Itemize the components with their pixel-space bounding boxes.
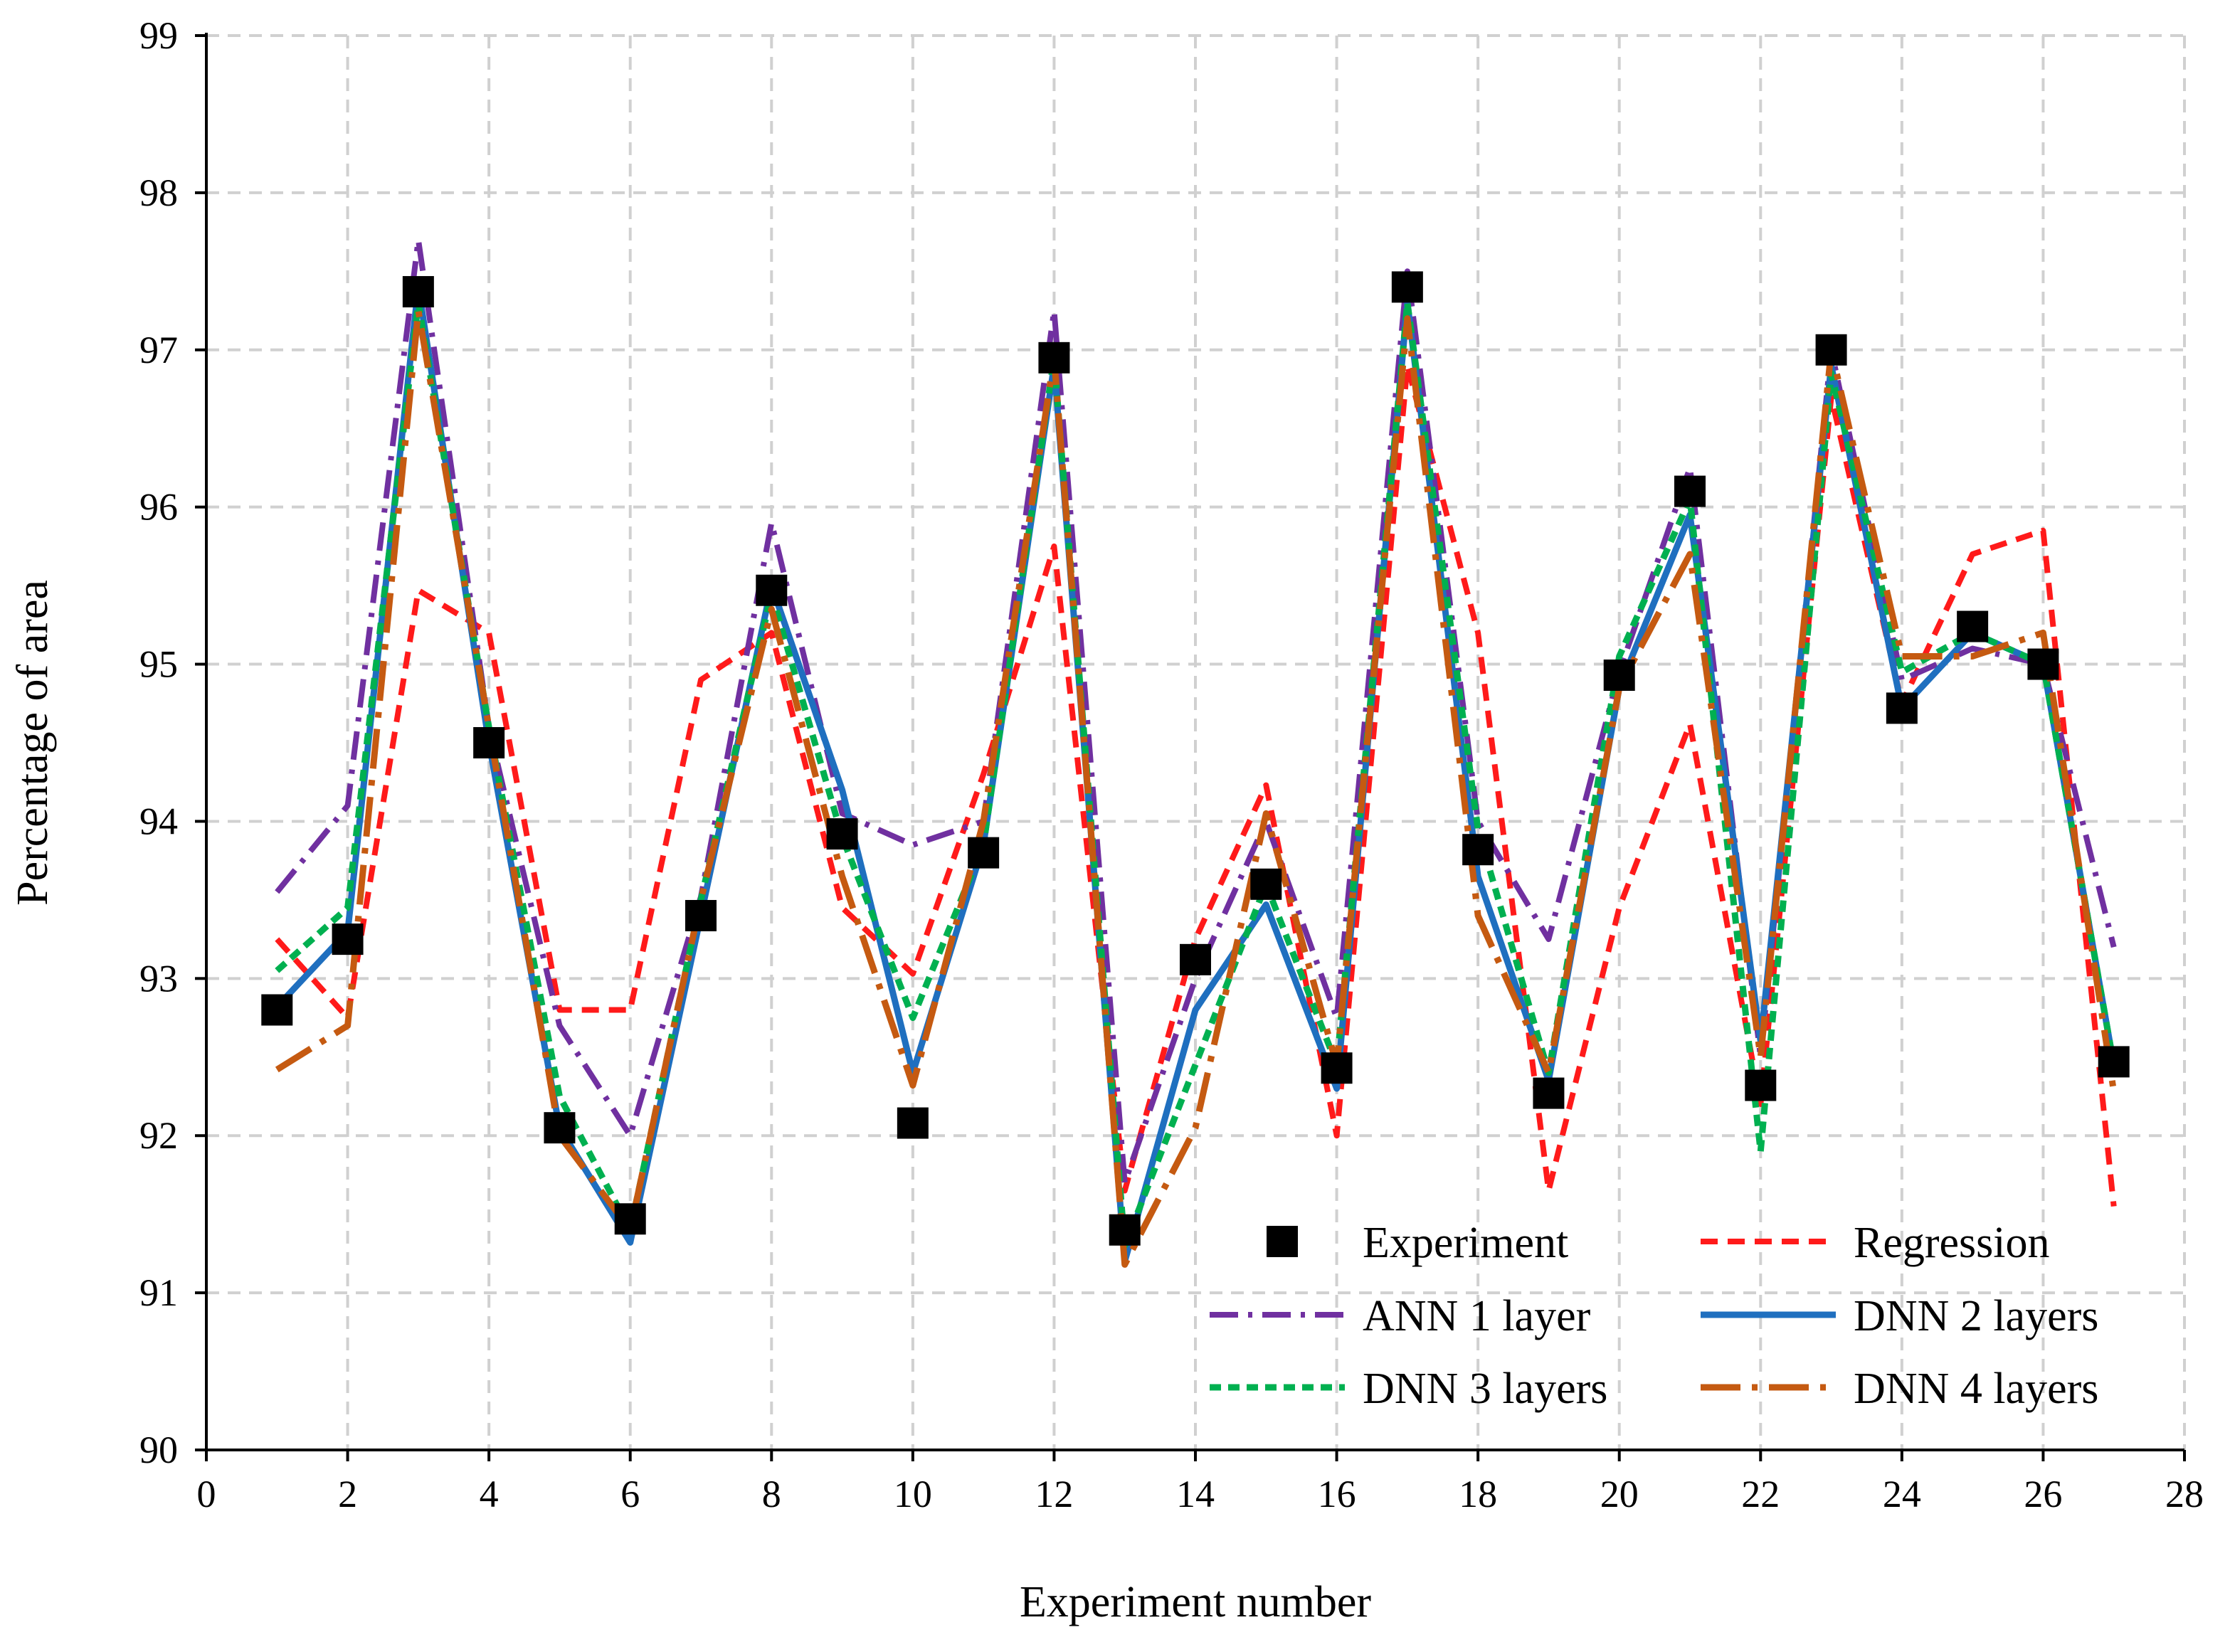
legend-label-dnn-3-layers: DNN 3 layers xyxy=(1363,1365,1607,1413)
y-tick-label: 94 xyxy=(139,800,178,842)
x-tick-label: 2 xyxy=(338,1473,357,1515)
series-dnn-3-layers xyxy=(275,300,2118,1249)
grid-lines xyxy=(206,34,2186,1450)
y-tick-label: 92 xyxy=(139,1114,178,1157)
experiment-point xyxy=(1321,1052,1353,1084)
experiment-point xyxy=(1957,610,1989,642)
experiment-point xyxy=(1674,475,1706,507)
x-tick-label: 26 xyxy=(2024,1473,2062,1515)
x-tick-label: 22 xyxy=(1741,1473,1780,1515)
experiment-point xyxy=(1250,868,1282,900)
y-tick-label: 97 xyxy=(139,329,178,371)
experiment-point xyxy=(1603,660,1635,692)
dnn-4-layers-line xyxy=(275,307,2118,1268)
y-tick-label: 93 xyxy=(139,957,178,1000)
legend-swatch-experiment xyxy=(1267,1226,1298,1257)
legend-item-ann-1-layer: ANN 1 layer xyxy=(1210,1292,1591,1340)
legend-label-dnn-2-layers: DNN 2 layers xyxy=(1854,1292,2098,1340)
experiment-point xyxy=(261,994,293,1026)
experiment-point xyxy=(897,1107,929,1139)
legend-item-dnn-4-layers: DNN 4 layers xyxy=(1701,1365,2098,1413)
experiment-point xyxy=(402,276,434,308)
x-tick-label: 20 xyxy=(1600,1473,1639,1515)
legend-item-regression: Regression xyxy=(1701,1219,2050,1267)
y-tick-label: 91 xyxy=(139,1271,178,1314)
x-tick-label: 14 xyxy=(1176,1473,1215,1515)
y-tick-label: 98 xyxy=(139,171,178,214)
legend-label-ann-1-layer: ANN 1 layer xyxy=(1363,1292,1591,1340)
y-tick-label: 90 xyxy=(139,1429,178,1471)
experiment-point xyxy=(1038,341,1070,374)
dnn-3-layers-line xyxy=(275,300,2118,1249)
y-axis-title: Percentage of area xyxy=(9,580,57,906)
experiment-point xyxy=(473,727,505,758)
experiment-point xyxy=(332,923,364,955)
x-tick-label: 18 xyxy=(1459,1473,1497,1515)
legend-item-experiment: Experiment xyxy=(1267,1219,1568,1267)
x-tick-label: 12 xyxy=(1035,1473,1073,1515)
experiment-point xyxy=(544,1112,576,1144)
legend-label-dnn-4-layers: DNN 4 layers xyxy=(1854,1365,2098,1413)
experiment-point xyxy=(1391,271,1423,303)
legend-item-dnn-3-layers: DNN 3 layers xyxy=(1210,1365,1607,1413)
experiment-point xyxy=(1815,334,1847,366)
experiment-point xyxy=(968,837,1000,869)
experiment-point xyxy=(2098,1046,2130,1078)
x-tick-label: 28 xyxy=(2165,1473,2204,1515)
y-tick-label: 96 xyxy=(139,486,178,529)
series-layer xyxy=(261,237,2130,1268)
series-dnn-4-layers xyxy=(275,307,2118,1268)
experiment-point xyxy=(1109,1214,1141,1246)
x-tick-label: 8 xyxy=(762,1473,781,1515)
series-regression xyxy=(275,362,2117,1207)
y-tick-label: 95 xyxy=(139,643,178,686)
y-tick-label: 99 xyxy=(139,14,178,57)
series-experiment xyxy=(261,271,2130,1246)
legend-item-dnn-2-layers: DNN 2 layers xyxy=(1701,1292,2098,1340)
x-tick-label: 16 xyxy=(1318,1473,1356,1515)
legend: Experiment Regression ANN 1 layer DNN 2 lay… xyxy=(1210,1219,2098,1413)
x-tick-label: 10 xyxy=(894,1473,932,1515)
x-tick-label: 24 xyxy=(1883,1473,1921,1515)
legend-label-regression: Regression xyxy=(1854,1219,2050,1267)
regression-line xyxy=(275,362,2117,1207)
experiment-point xyxy=(756,574,788,606)
x-tick-label: 0 xyxy=(197,1473,216,1515)
experiment-point xyxy=(614,1203,646,1235)
experiment-point xyxy=(2027,648,2059,680)
x-tick-label: 4 xyxy=(480,1473,499,1515)
experiment-point xyxy=(1180,943,1211,975)
x-axis-title: Experiment number xyxy=(1020,1578,1371,1626)
experiment-point xyxy=(1745,1069,1777,1101)
tick-labels: 0 2 4 6 8 10 12 14 16 18 20 22 24 26 28909192939495969… xyxy=(139,14,2204,1515)
legend-label-experiment: Experiment xyxy=(1363,1219,1568,1267)
experiment-point xyxy=(1533,1077,1565,1109)
experiment-point xyxy=(826,818,858,850)
experiment-point xyxy=(685,899,717,931)
x-tick-label: 6 xyxy=(620,1473,640,1515)
experiment-point xyxy=(1462,834,1494,866)
experiment-point xyxy=(1886,692,1918,724)
